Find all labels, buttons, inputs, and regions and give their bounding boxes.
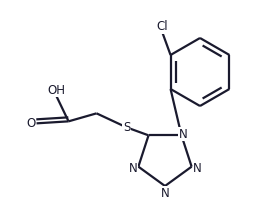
Text: S: S xyxy=(123,121,130,134)
Text: O: O xyxy=(26,117,35,130)
Text: N: N xyxy=(179,128,188,141)
Text: OH: OH xyxy=(48,84,65,97)
Text: N: N xyxy=(129,162,138,175)
Text: N: N xyxy=(193,162,202,175)
Text: N: N xyxy=(161,187,169,199)
Text: Cl: Cl xyxy=(157,20,168,34)
